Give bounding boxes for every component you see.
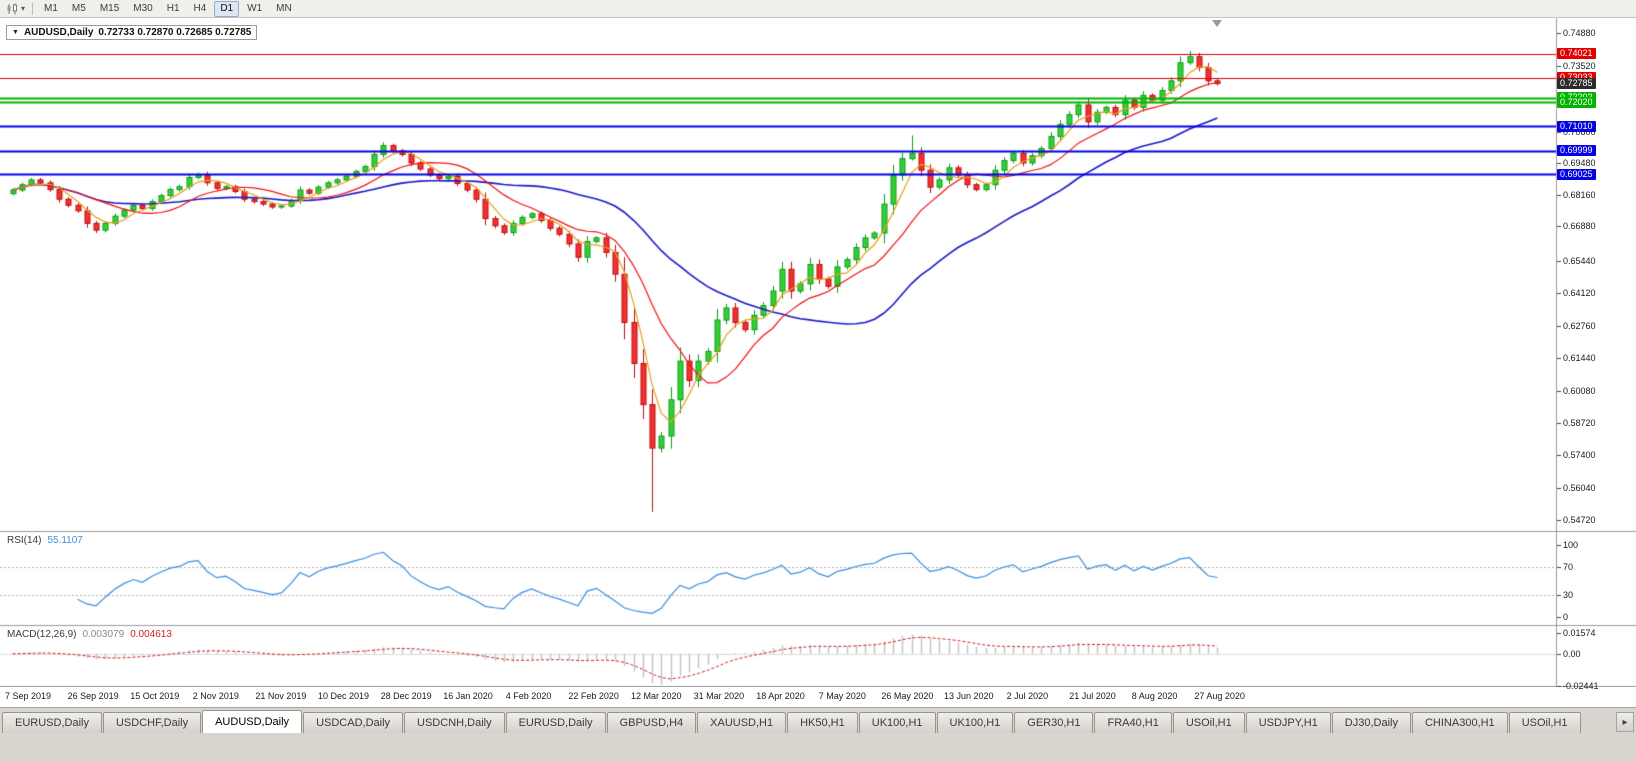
chart-type-dropdown-icon: ▾ (21, 3, 26, 13)
date-tick-label: 26 Sep 2019 (67, 691, 119, 701)
date-tick-label: 27 Aug 2020 (1194, 691, 1245, 701)
chart-tab-eurusd-daily[interactable]: EURUSD,Daily (505, 712, 606, 733)
macd-name: MACD(12,26,9) (7, 629, 77, 640)
chart-tab-xauusd-h1[interactable]: XAUUSD,H1 (697, 712, 787, 733)
date-tick-label: 7 Sep 2019 (5, 691, 52, 701)
chart-tab-audusd-daily[interactable]: AUDUSD,Daily (202, 710, 303, 733)
macd-indicator-label: MACD(12,26,9) 0.003079 0.004613 (7, 629, 172, 640)
chart-tab-ger30-h1[interactable]: GER30,H1 (1014, 712, 1094, 733)
date-tick-label: 28 Dec 2019 (380, 691, 432, 701)
chart-shift-marker[interactable] (1212, 20, 1222, 27)
timeframe-button-m5[interactable]: M5 (71, 2, 86, 14)
chart-tab-gbpusd-h4[interactable]: GBPUSD,H4 (606, 712, 697, 733)
chart-title: ▼ AUDUSD,Daily 0.72733 0.72870 0.72685 0… (6, 25, 258, 40)
date-tick-label: 21 Jul 2020 (1069, 691, 1116, 701)
timeframe-button-m30[interactable]: M30 (133, 2, 153, 14)
price-axis[interactable] (1556, 18, 1636, 687)
chart-tab-usoil-h1[interactable]: USOil,H1 (1508, 712, 1581, 733)
toolbar: ▾ M1 M5 M15 M30 H1 H4 D1 W1 MN (0, 0, 1636, 18)
chart-tab-dj30-daily[interactable]: DJ30,Daily (1331, 712, 1411, 733)
chart-tab-uk100-h1[interactable]: UK100,H1 (858, 712, 936, 733)
date-tick-label: 4 Feb 2020 (505, 691, 552, 701)
date-tick-label: 31 Mar 2020 (693, 691, 745, 701)
date-tick-label: 8 Aug 2020 (1131, 691, 1178, 701)
date-tick-label: 10 Dec 2019 (318, 691, 370, 701)
chart-tab-usdjpy-h1[interactable]: USDJPY,H1 (1245, 712, 1331, 733)
price-chart-canvas[interactable] (0, 0, 1636, 687)
date-tick-label: 16 Jan 2020 (443, 691, 493, 701)
date-tick-label: 26 May 2020 (881, 691, 934, 701)
chart-tab-fra40-h1[interactable]: FRA40,H1 (1094, 712, 1172, 733)
macd-signal-value: 0.004613 (130, 629, 172, 640)
macd-main-value: 0.003079 (82, 629, 125, 640)
timeframe-button-d1[interactable]: D1 (214, 0, 240, 17)
date-tick-label: 7 May 2020 (818, 691, 866, 701)
chart-type-icon[interactable]: ▾ (3, 1, 28, 17)
date-tick-label: 2 Jul 2020 (1006, 691, 1049, 701)
timeframe-button-h4[interactable]: H4 (193, 2, 207, 14)
date-tick-label: 18 Apr 2020 (756, 691, 805, 701)
window-bottom-edge (0, 733, 1636, 762)
date-tick-label: 15 Oct 2019 (130, 691, 180, 701)
chart-tab-china300-h1[interactable]: CHINA300,H1 (1411, 712, 1508, 733)
rsi-indicator-label: RSI(14) 55.1107 (7, 535, 83, 546)
date-tick-label: 13 Jun 2020 (944, 691, 994, 701)
chart-tab-eurusd-daily[interactable]: EURUSD,Daily (2, 712, 102, 733)
chart-tab-bar: EURUSD,Daily USDCHF,Daily AUDUSD,Daily USDC… (0, 707, 1636, 733)
chart-menu-icon: ▼ (12, 29, 19, 36)
chart-symbol-period: AUDUSD,Daily (23, 27, 94, 38)
timeframe-button-m15[interactable]: M15 (99, 2, 120, 14)
time-axis[interactable]: 7 Sep 2019 26 Sep 2019 15 Oct 2019 2 Nov 20… (0, 687, 1636, 707)
tab-scroll-right-button[interactable]: ▸ (1616, 712, 1634, 732)
chart-ohlc-values: 0.72733 0.72870 0.72685 0.72785 (98, 27, 252, 38)
chart-tab-usdcad-daily[interactable]: USDCAD,Daily (303, 712, 404, 733)
date-tick-label: 12 Mar 2020 (631, 691, 682, 701)
rsi-name: RSI(14) (7, 535, 42, 546)
timeframe-button-w1[interactable]: W1 (247, 2, 263, 14)
chart-tab-uk100-h1[interactable]: UK100,H1 (936, 712, 1014, 733)
chart-tab-usdcnh-daily[interactable]: USDCNH,Daily (404, 712, 505, 733)
chart-tab-usdchf-daily[interactable]: USDCHF,Daily (102, 712, 202, 733)
date-tick-label: 2 Nov 2019 (192, 691, 239, 701)
candlestick-chart-icon (7, 3, 17, 14)
rsi-value: 55.1107 (47, 535, 83, 546)
date-tick-label: 21 Nov 2019 (255, 691, 307, 701)
timeframe-button-mn[interactable]: MN (276, 2, 292, 14)
toolbar-separator (32, 2, 34, 15)
timeframe-buttons: M1 M5 M15 M30 H1 H4 D1 W1 MN (37, 0, 299, 17)
chart-tab-usoil-h1[interactable]: USOil,H1 (1172, 712, 1245, 733)
date-tick-label: 22 Feb 2020 (568, 691, 619, 701)
timeframe-button-m1[interactable]: M1 (44, 2, 58, 14)
timeframe-button-h1[interactable]: H1 (166, 2, 180, 14)
chart-tab-hk50-h1[interactable]: HK50,H1 (787, 712, 858, 733)
